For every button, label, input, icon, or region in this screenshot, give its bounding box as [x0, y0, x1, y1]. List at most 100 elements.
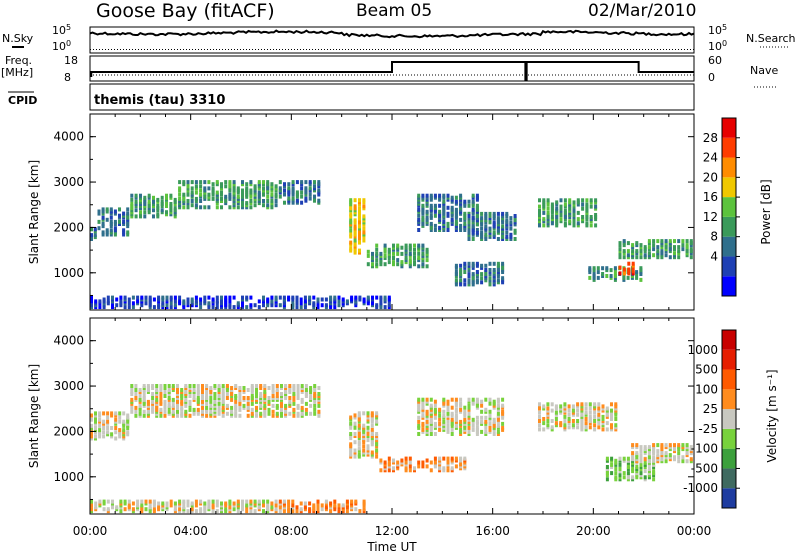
heatmap-cell	[215, 182, 219, 187]
heatmap-cell	[288, 411, 292, 416]
heatmap-cell	[496, 429, 500, 434]
heatmap-cell	[375, 419, 379, 424]
heatmap-cell	[475, 228, 479, 232]
heatmap-cell	[626, 475, 630, 480]
heatmap-cell	[631, 251, 635, 256]
heatmap-cell	[572, 219, 576, 224]
colorbar-segment	[722, 157, 736, 178]
heatmap-cell	[300, 200, 304, 205]
heatmap-cell	[232, 194, 236, 199]
heatmap-cell	[559, 217, 563, 222]
heatmap-cell	[215, 180, 219, 185]
heatmap-cell	[217, 401, 221, 406]
colorbar-segment	[722, 349, 736, 370]
heatmap-cell	[421, 413, 425, 418]
heatmap-cell	[151, 405, 155, 410]
heatmap-cell	[429, 432, 433, 436]
heatmap-cell	[143, 206, 147, 211]
heatmap-cell	[643, 465, 647, 469]
heatmap-cell	[178, 192, 182, 197]
heatmap-cell	[316, 499, 320, 504]
heatmap-cell	[118, 432, 122, 437]
heatmap-cell	[677, 455, 681, 460]
heatmap-cell	[102, 411, 106, 416]
heatmap-cell	[313, 194, 316, 199]
heatmap-cell	[184, 409, 188, 414]
heatmap-cell	[349, 228, 353, 233]
heatmap-cell	[366, 253, 370, 258]
heatmap-cell	[639, 465, 643, 469]
heatmap-cell	[421, 264, 425, 269]
heatmap-cell	[417, 264, 421, 269]
heatmap-cell	[291, 186, 295, 191]
heatmap-cell	[288, 384, 292, 388]
heatmap-cell	[148, 505, 152, 510]
heatmap-cell	[341, 297, 345, 302]
heatmap-cell	[173, 206, 177, 211]
heatmap-cell	[255, 413, 258, 418]
heatmap-cell	[614, 412, 618, 417]
heatmap-cell	[266, 188, 270, 193]
heatmap-cell	[234, 399, 238, 404]
colorbar-tick-label: 28	[703, 131, 718, 145]
heatmap-cell	[188, 394, 192, 398]
heatmap-cell	[496, 268, 500, 272]
heatmap-cell	[139, 202, 142, 206]
heatmap-cell	[152, 202, 155, 206]
heatmap-cell	[221, 413, 225, 418]
heatmap-cell	[647, 253, 651, 258]
heatmap-cell	[594, 217, 598, 222]
heatmap-cell	[152, 507, 156, 512]
heatmap-cell	[467, 220, 471, 225]
heatmap-cell	[362, 432, 366, 436]
heatmap-cell	[555, 206, 559, 211]
heatmap-cell	[156, 212, 160, 217]
heatmap-cell	[408, 262, 412, 267]
nsearch-tick-bottom: 100	[708, 39, 727, 53]
heatmap-cell	[313, 180, 316, 185]
heatmap-cell	[576, 200, 580, 205]
colorbar-segment	[722, 236, 736, 257]
heatmap-cell	[501, 218, 505, 223]
heatmap-cell	[180, 399, 184, 404]
heatmap-cell	[366, 446, 370, 451]
heatmap-cell	[673, 239, 676, 244]
heatmap-cell	[484, 432, 488, 436]
heatmap-cell	[113, 232, 117, 237]
heatmap-cell	[299, 507, 303, 512]
heatmap-cell	[454, 265, 458, 270]
heatmap-cell	[597, 406, 601, 411]
heatmap-cell	[118, 207, 121, 212]
heatmap-cell	[610, 423, 613, 428]
heatmap-cell	[199, 499, 203, 504]
heatmap-cell	[596, 275, 600, 280]
heatmap-cell	[163, 384, 167, 388]
heatmap-cell	[371, 264, 374, 269]
heatmap-cell	[255, 384, 258, 388]
heatmap-cell	[353, 432, 357, 436]
heatmap-cell	[496, 228, 500, 233]
heatmap-cell	[241, 188, 244, 193]
heatmap-cell	[413, 262, 416, 267]
heatmap-cell	[550, 419, 554, 423]
heatmap-cell	[225, 392, 229, 396]
heatmap-cell	[131, 301, 135, 306]
heatmap-cell	[178, 205, 182, 210]
heatmap-cell	[98, 413, 102, 418]
heatmap-cell	[660, 455, 664, 460]
heatmap-cell	[576, 408, 580, 413]
heatmap-cell	[605, 274, 609, 278]
heatmap-cell	[425, 397, 429, 402]
heatmap-cell	[567, 417, 571, 421]
heatmap-cell	[618, 473, 622, 478]
heatmap-cell	[178, 295, 182, 300]
heatmap-cell	[176, 384, 179, 388]
heatmap-cell	[538, 204, 541, 209]
heatmap-cell	[262, 303, 265, 308]
heatmap-cell	[509, 222, 513, 227]
heatmap-cell	[513, 220, 517, 225]
heatmap-cell	[266, 199, 270, 203]
heatmap-cell	[454, 413, 458, 418]
heatmap-cell	[308, 507, 312, 512]
heatmap-cell	[408, 460, 412, 465]
